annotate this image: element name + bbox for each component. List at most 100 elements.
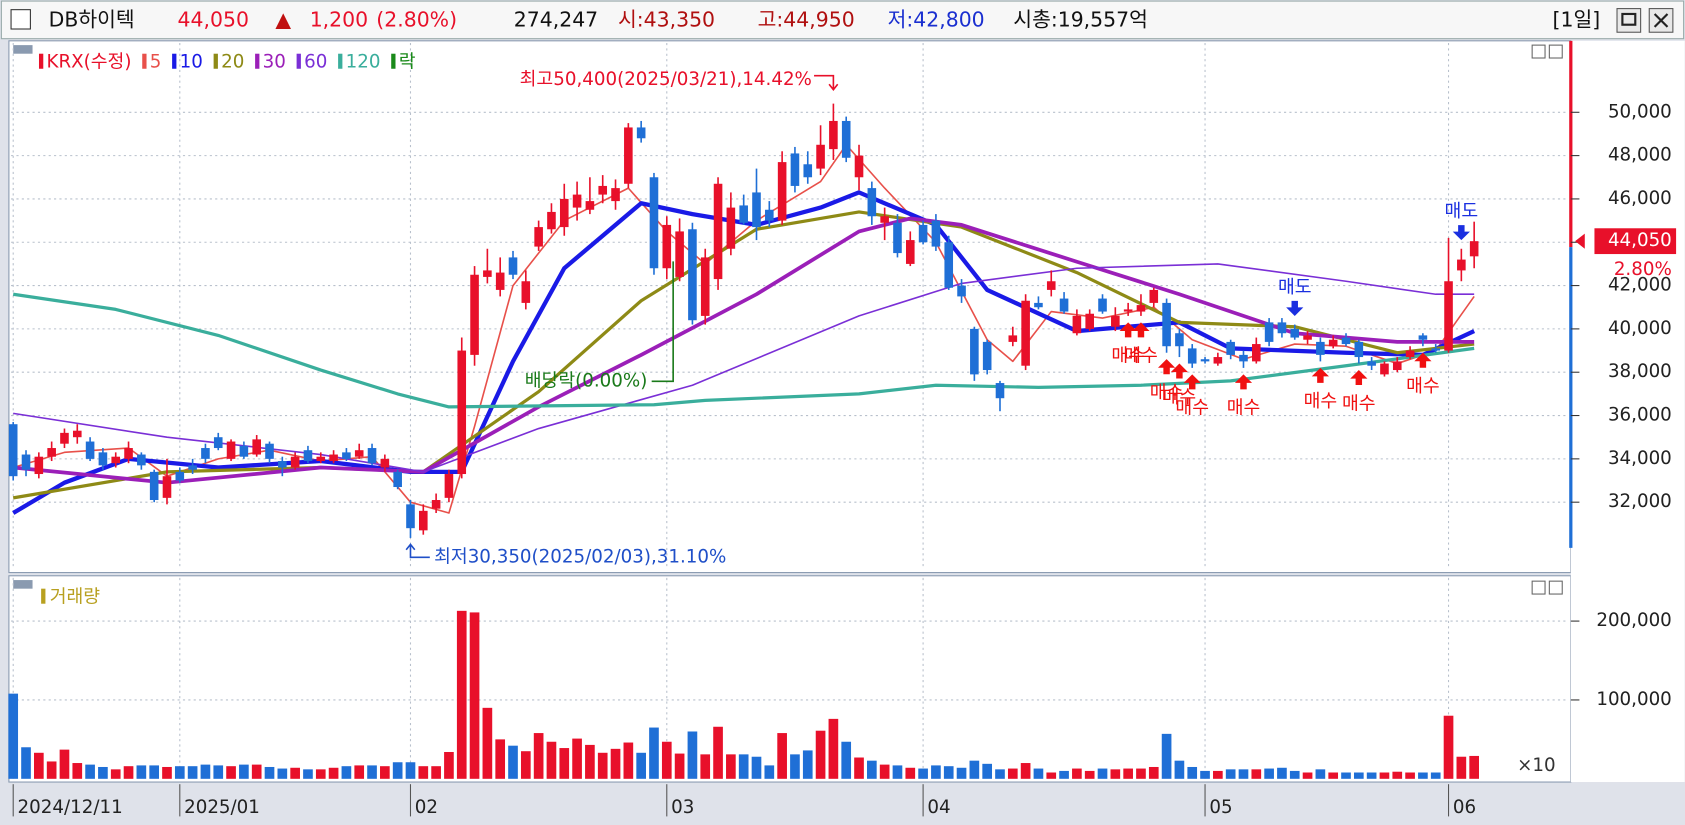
candle-body xyxy=(60,432,69,444)
candle-body xyxy=(1252,344,1261,362)
buy-label: 매수 xyxy=(1124,346,1158,367)
y-tick-label: 34,000 xyxy=(1608,448,1672,469)
candle-body xyxy=(290,456,300,468)
candle-body xyxy=(905,240,915,264)
annotation: 최고50,400(2025/03/21),14.42% xyxy=(520,69,812,90)
legend-swatch xyxy=(41,588,46,604)
volume-bar xyxy=(674,753,685,779)
candle-body xyxy=(1380,363,1389,375)
legend-label: 30 xyxy=(263,51,286,72)
candle-body xyxy=(1059,298,1069,312)
volume-bar xyxy=(1072,768,1082,779)
price: 44,050 xyxy=(178,7,249,31)
panel-close[interactable] xyxy=(1548,580,1563,595)
candle-body xyxy=(1264,322,1274,342)
icon xyxy=(1621,12,1637,26)
volume-bar xyxy=(572,738,582,779)
candle-body xyxy=(329,454,338,462)
volume-bar xyxy=(1123,768,1133,779)
legend-label: 20 xyxy=(221,51,244,72)
candle-body xyxy=(1392,361,1402,371)
price-tag-label: 44,050 xyxy=(1608,230,1672,251)
volume-bar xyxy=(726,754,736,779)
candle-body xyxy=(816,144,825,169)
panel-button[interactable] xyxy=(1531,44,1546,59)
volume-bar xyxy=(790,754,800,779)
volume-bar xyxy=(1418,772,1428,779)
candle-body xyxy=(21,454,31,470)
volume-bar xyxy=(341,766,352,779)
volume-bar xyxy=(1443,715,1454,779)
volume-bar xyxy=(597,752,608,779)
volume-bar xyxy=(110,769,121,779)
candle-body xyxy=(636,127,646,139)
volume-bar xyxy=(85,764,95,779)
candle-body xyxy=(624,127,633,184)
buy-label: 매수 xyxy=(1304,391,1338,412)
checkbox[interactable] xyxy=(10,9,31,30)
candle-body xyxy=(944,242,954,288)
ma-line xyxy=(12,190,1476,515)
candle-body xyxy=(342,452,351,459)
legend-swatch xyxy=(255,53,260,69)
candle-body xyxy=(1316,341,1325,355)
market-cap: 시총:19,557억 xyxy=(1013,7,1148,31)
volume-bar xyxy=(815,730,826,779)
buy-arrow xyxy=(1414,352,1432,368)
panel-close[interactable] xyxy=(1548,44,1563,59)
volume-bar xyxy=(1174,760,1185,779)
volume-bar xyxy=(1187,766,1198,779)
candle-body xyxy=(149,471,159,501)
legend-swatch xyxy=(391,53,396,69)
candle-body xyxy=(483,270,492,277)
panel-icon xyxy=(13,580,33,589)
x-tick-label: 2024/12/11 xyxy=(18,797,123,818)
candle-body xyxy=(585,201,595,210)
volume-bar xyxy=(610,748,621,779)
open: 시:43,350 xyxy=(618,7,715,31)
candle-body xyxy=(726,207,736,249)
candle-body xyxy=(72,430,82,438)
buy-arrow xyxy=(1234,374,1253,390)
volume-bar xyxy=(1405,772,1415,779)
candle-body xyxy=(380,458,390,468)
header-bar xyxy=(0,0,1685,40)
candle-body xyxy=(1226,341,1235,355)
candle-body xyxy=(1162,302,1171,347)
candle-body xyxy=(1277,322,1287,334)
volume-bar xyxy=(367,765,377,779)
panel-button[interactable] xyxy=(1531,580,1546,595)
candle-body xyxy=(1034,302,1043,308)
change: 1,200 xyxy=(310,7,368,31)
x-tick-label: 04 xyxy=(927,797,950,818)
volume-bar xyxy=(520,751,531,779)
candle-body xyxy=(867,188,877,217)
candle-body xyxy=(1457,259,1466,271)
legend-swatch xyxy=(338,53,343,69)
y-tick-label: 32,000 xyxy=(1608,491,1672,512)
volume-bar xyxy=(700,754,711,779)
volume-bar xyxy=(469,612,480,779)
legend-label: 락 xyxy=(399,51,416,72)
volume-bar xyxy=(533,733,544,779)
y-tick-label: 46,000 xyxy=(1608,188,1672,209)
x-tick-label: 06 xyxy=(1453,797,1476,818)
price-panel xyxy=(8,40,1572,574)
volume-bar xyxy=(585,744,595,779)
sell-label: 매도 xyxy=(1445,201,1479,222)
candle-body xyxy=(713,183,723,280)
period[interactable]: [1일] xyxy=(1553,7,1601,31)
volume-bar xyxy=(315,769,326,779)
buy-label: 매수 xyxy=(1406,376,1440,397)
buy-arrow xyxy=(1350,369,1368,386)
volume: 274,247 xyxy=(514,7,598,31)
candle-body xyxy=(1149,289,1159,303)
volume-bar xyxy=(995,769,1005,779)
volume-bar xyxy=(943,766,954,779)
volume-bar xyxy=(867,760,877,779)
candle-body xyxy=(8,424,18,477)
candle-body xyxy=(226,441,236,459)
candle-body xyxy=(611,188,620,202)
volume-bar xyxy=(738,754,749,779)
window-button[interactable] xyxy=(1616,8,1642,33)
